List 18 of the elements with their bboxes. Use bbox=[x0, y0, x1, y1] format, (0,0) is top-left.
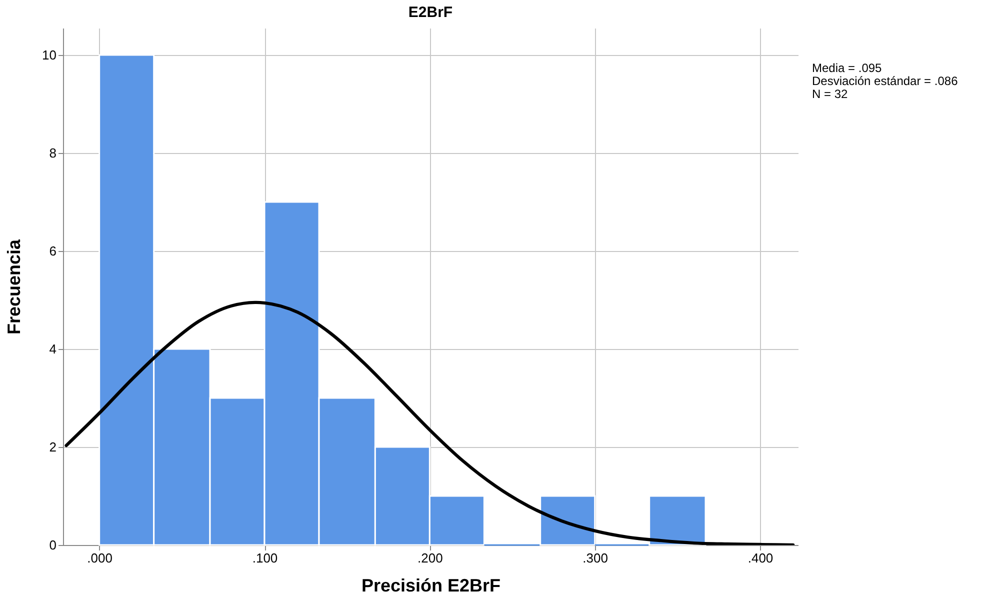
y-axis-title: Frecuencia bbox=[4, 238, 24, 335]
text: N = 32 bbox=[812, 87, 849, 101]
x-tick-label: .000 bbox=[87, 550, 112, 566]
y-tick-label: 6 bbox=[49, 243, 56, 258]
x-tick-label: .400 bbox=[748, 550, 774, 566]
x-tick-label: .300 bbox=[582, 550, 608, 566]
x-tick-label: .200 bbox=[418, 550, 443, 566]
x-axis-title: Precisión E2BrF bbox=[361, 576, 501, 596]
text: Desviación estándar = .086 bbox=[812, 74, 958, 88]
y-tick-label: 10 bbox=[42, 47, 56, 62]
text: Media = .095 bbox=[812, 61, 883, 75]
x-tick-label: .100 bbox=[252, 550, 278, 566]
line-series bbox=[64, 300, 795, 545]
chart-title: E2BrF bbox=[408, 4, 453, 21]
y-tick-label: 4 bbox=[49, 341, 56, 356]
y-tick-label: 8 bbox=[49, 145, 56, 160]
y-tick-label: 0 bbox=[49, 538, 56, 552]
y-tick-label: 2 bbox=[49, 439, 56, 454]
